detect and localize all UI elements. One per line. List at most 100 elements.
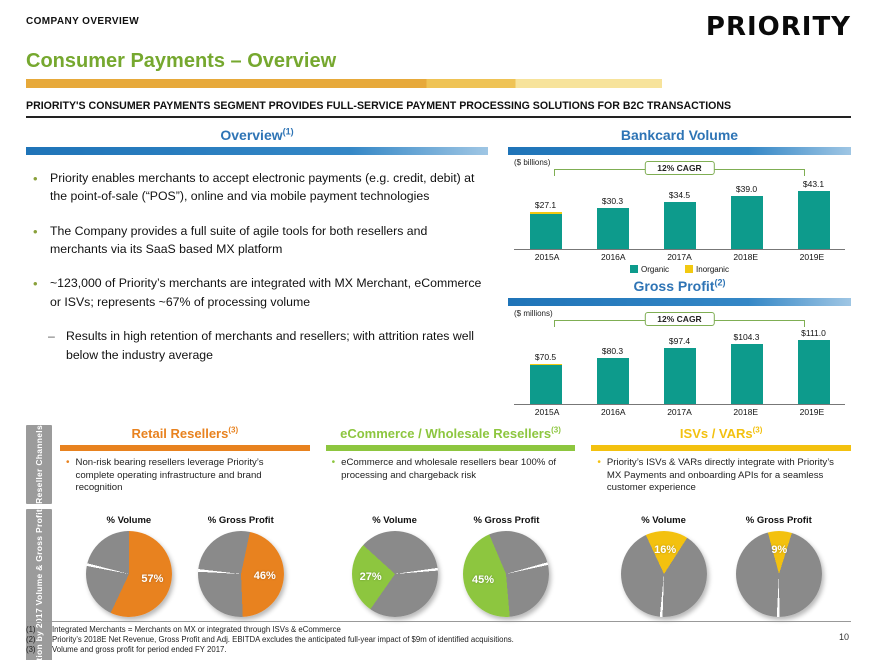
gross-profit-footnote-ref: (2) (714, 277, 726, 288)
bar-value-label: $43.1 (802, 178, 825, 189)
isvs-header: ISVs / VARs(3) (591, 425, 851, 452)
bar-value-label: $104.3 (733, 332, 760, 343)
bullet-dot: • (597, 457, 601, 469)
bar-value-label: $30.3 (601, 195, 624, 206)
x-axis-tick: 2018E (733, 251, 758, 262)
x-axis-tick: 2017A (667, 407, 692, 418)
pie-percent-label: 9% (771, 544, 788, 557)
retail-pies: % Volume 57% % Gross Profit 46% (60, 509, 310, 660)
overview-bullet: Priority enables merchants to accept ele… (30, 169, 488, 206)
bar-2015A: $70.5 (512, 352, 579, 405)
bar-value-label: $80.3 (601, 346, 624, 357)
bullet-dot: • (66, 457, 70, 469)
x-axis-tick: 2016A (601, 251, 626, 262)
main-content: Overview(1) Priority enables merchants t… (26, 126, 851, 417)
bar-2017A: $97.4 (646, 336, 713, 405)
inorganic-swatch (685, 265, 694, 274)
pie-percent-label: 16% (654, 544, 677, 557)
overview-underline-bar (26, 146, 488, 155)
x-axis-tick: 2015A (534, 407, 560, 418)
bar-2019E: $43.1 (780, 179, 847, 249)
gross-profit-underline-bar (508, 298, 851, 307)
isvs-underline-bar (591, 445, 851, 452)
x-axis-tick: 2019E (799, 251, 825, 262)
ecommerce-gross-profit-pie: 45% (463, 531, 550, 618)
isvs-pies: % Volume 16% % Gross Profit 9% (591, 509, 851, 660)
organic-segment (596, 207, 629, 249)
isvs-bullet: • Priority’s ISVs & VARs directly integr… (597, 457, 834, 494)
isvs-volume-block: % Volume 16% (620, 515, 707, 660)
charts-column: Bankcard Volume ($ billions) 12% CAGR $2… (508, 126, 851, 417)
legend-organic: Organic (630, 265, 669, 274)
ecommerce-volume-pie: 27% (351, 531, 438, 618)
channel-pies-row: % Volume 57% % Gross Profit 46% % Volume… (60, 509, 851, 660)
bar-value-label: $111.0 (801, 328, 826, 339)
overview-bullets: Priority enables merchants to accept ele… (26, 169, 488, 312)
gross-profit-chart: ($ millions) 12% CAGR $70.5 $80.3 $97.4 $10… (508, 308, 851, 417)
page-number: 10 (838, 632, 849, 642)
retail-volume-pie: 57% (85, 531, 172, 618)
bar-2019E: $111.0 (780, 328, 847, 405)
legend-inorganic: Inorganic (685, 265, 729, 274)
ecommerce-gross-profit-block: % Gross Profit 45% (463, 515, 550, 660)
bankcard-underline-bar (508, 146, 851, 155)
pie-percent-label: 57% (141, 573, 164, 586)
organic-segment (663, 348, 696, 405)
organic-segment (529, 365, 562, 405)
x-axis-tick: 2017A (667, 251, 692, 262)
channel-isvs: ISVs / VARs(3) • Priority’s ISVs & VARs … (591, 425, 851, 504)
retail-header: Retail Resellers(3) (60, 425, 310, 452)
header-row: COMPANY OVERVIEW PRIORITY (26, 12, 851, 42)
pie-percent-label: 45% (472, 573, 495, 586)
pie-percent-label: 46% (253, 570, 276, 583)
bar-2018E: $39.0 (713, 184, 780, 249)
organic-segment (797, 340, 830, 405)
ecommerce-header: eCommerce / Wholesale Resellers(3) (325, 425, 576, 452)
eyebrow: COMPANY OVERVIEW (26, 16, 140, 27)
side-label-contribution: Contribution by 2017 Volume & Gross Prof… (26, 509, 52, 660)
channel-ecommerce: eCommerce / Wholesale Resellers(3) • eCo… (325, 425, 576, 504)
bar-value-label: $39.0 (735, 184, 758, 195)
overview-sub-bullet: Results in high retention of merchants a… (26, 327, 488, 364)
bar-2018E: $104.3 (713, 332, 780, 405)
side-label-reseller-channels: Reseller Channels (26, 425, 52, 505)
title-underline-bar (26, 79, 662, 88)
bankcard-volume-header: Bankcard Volume (508, 126, 851, 155)
bar-2016A: $30.3 (579, 196, 646, 249)
overview-footnote-ref: (1) (282, 126, 294, 136)
isvs-gross-profit-block: % Gross Profit 9% (735, 515, 822, 660)
priority-logo: PRIORITY (705, 12, 851, 42)
organic-segment (730, 344, 763, 405)
inorganic-segment (529, 363, 562, 366)
bars-area: $70.5 $80.3 $97.4 $104.3 $111.0 (512, 308, 847, 405)
gross-profit-header: Gross Profit(2) (508, 278, 851, 307)
x-axis: 2015A 2016A 2017A 2018E 2019E (514, 404, 845, 417)
chart-legend: Organic Inorganic (512, 265, 847, 274)
organic-segment (730, 196, 763, 249)
retail-gross-profit-pie: 46% (197, 531, 284, 618)
organic-segment (663, 202, 696, 249)
bar-2016A: $80.3 (579, 346, 646, 405)
chart-units-label: ($ millions) (514, 309, 553, 319)
bankcard-volume-chart: ($ billions) 12% CAGR $27.1 $30.3 $34.5 $39… (508, 157, 851, 274)
isvs-volume-pie: 16% (620, 531, 707, 618)
bar-value-label: $27.1 (534, 200, 557, 211)
bar-2017A: $34.5 (646, 190, 713, 249)
page-title: Consumer Payments – Overview (26, 50, 337, 72)
footnote: (3) Volume and gross profit for period e… (26, 645, 227, 654)
x-axis-tick: 2015A (534, 251, 560, 262)
section-headline: PRIORITY'S CONSUMER PAYMENTS SEGMENT PRO… (26, 100, 851, 118)
channel-headers-row: Retail Resellers(3) • Non-risk bearing r… (60, 425, 851, 504)
channels-section: Reseller Channels Retail Resellers(3) • … (26, 425, 851, 660)
ecommerce-pies: % Volume 27% % Gross Profit 45% (326, 509, 576, 660)
retail-underline-bar (60, 445, 310, 452)
bar-2015A: $27.1 (512, 200, 579, 249)
bankcard-volume-title: Bankcard Volume (620, 126, 739, 143)
overview-bullet: The Company provides a full suite of agi… (30, 222, 488, 259)
pie-percent-label: 27% (359, 570, 382, 583)
x-axis-tick: 2019E (799, 407, 825, 418)
overview-title: Overview (220, 126, 283, 143)
x-axis-tick: 2016A (601, 407, 626, 418)
footnotes: (1) Integrated Merchants = Merchants on … (26, 621, 851, 655)
organic-segment (596, 358, 629, 405)
